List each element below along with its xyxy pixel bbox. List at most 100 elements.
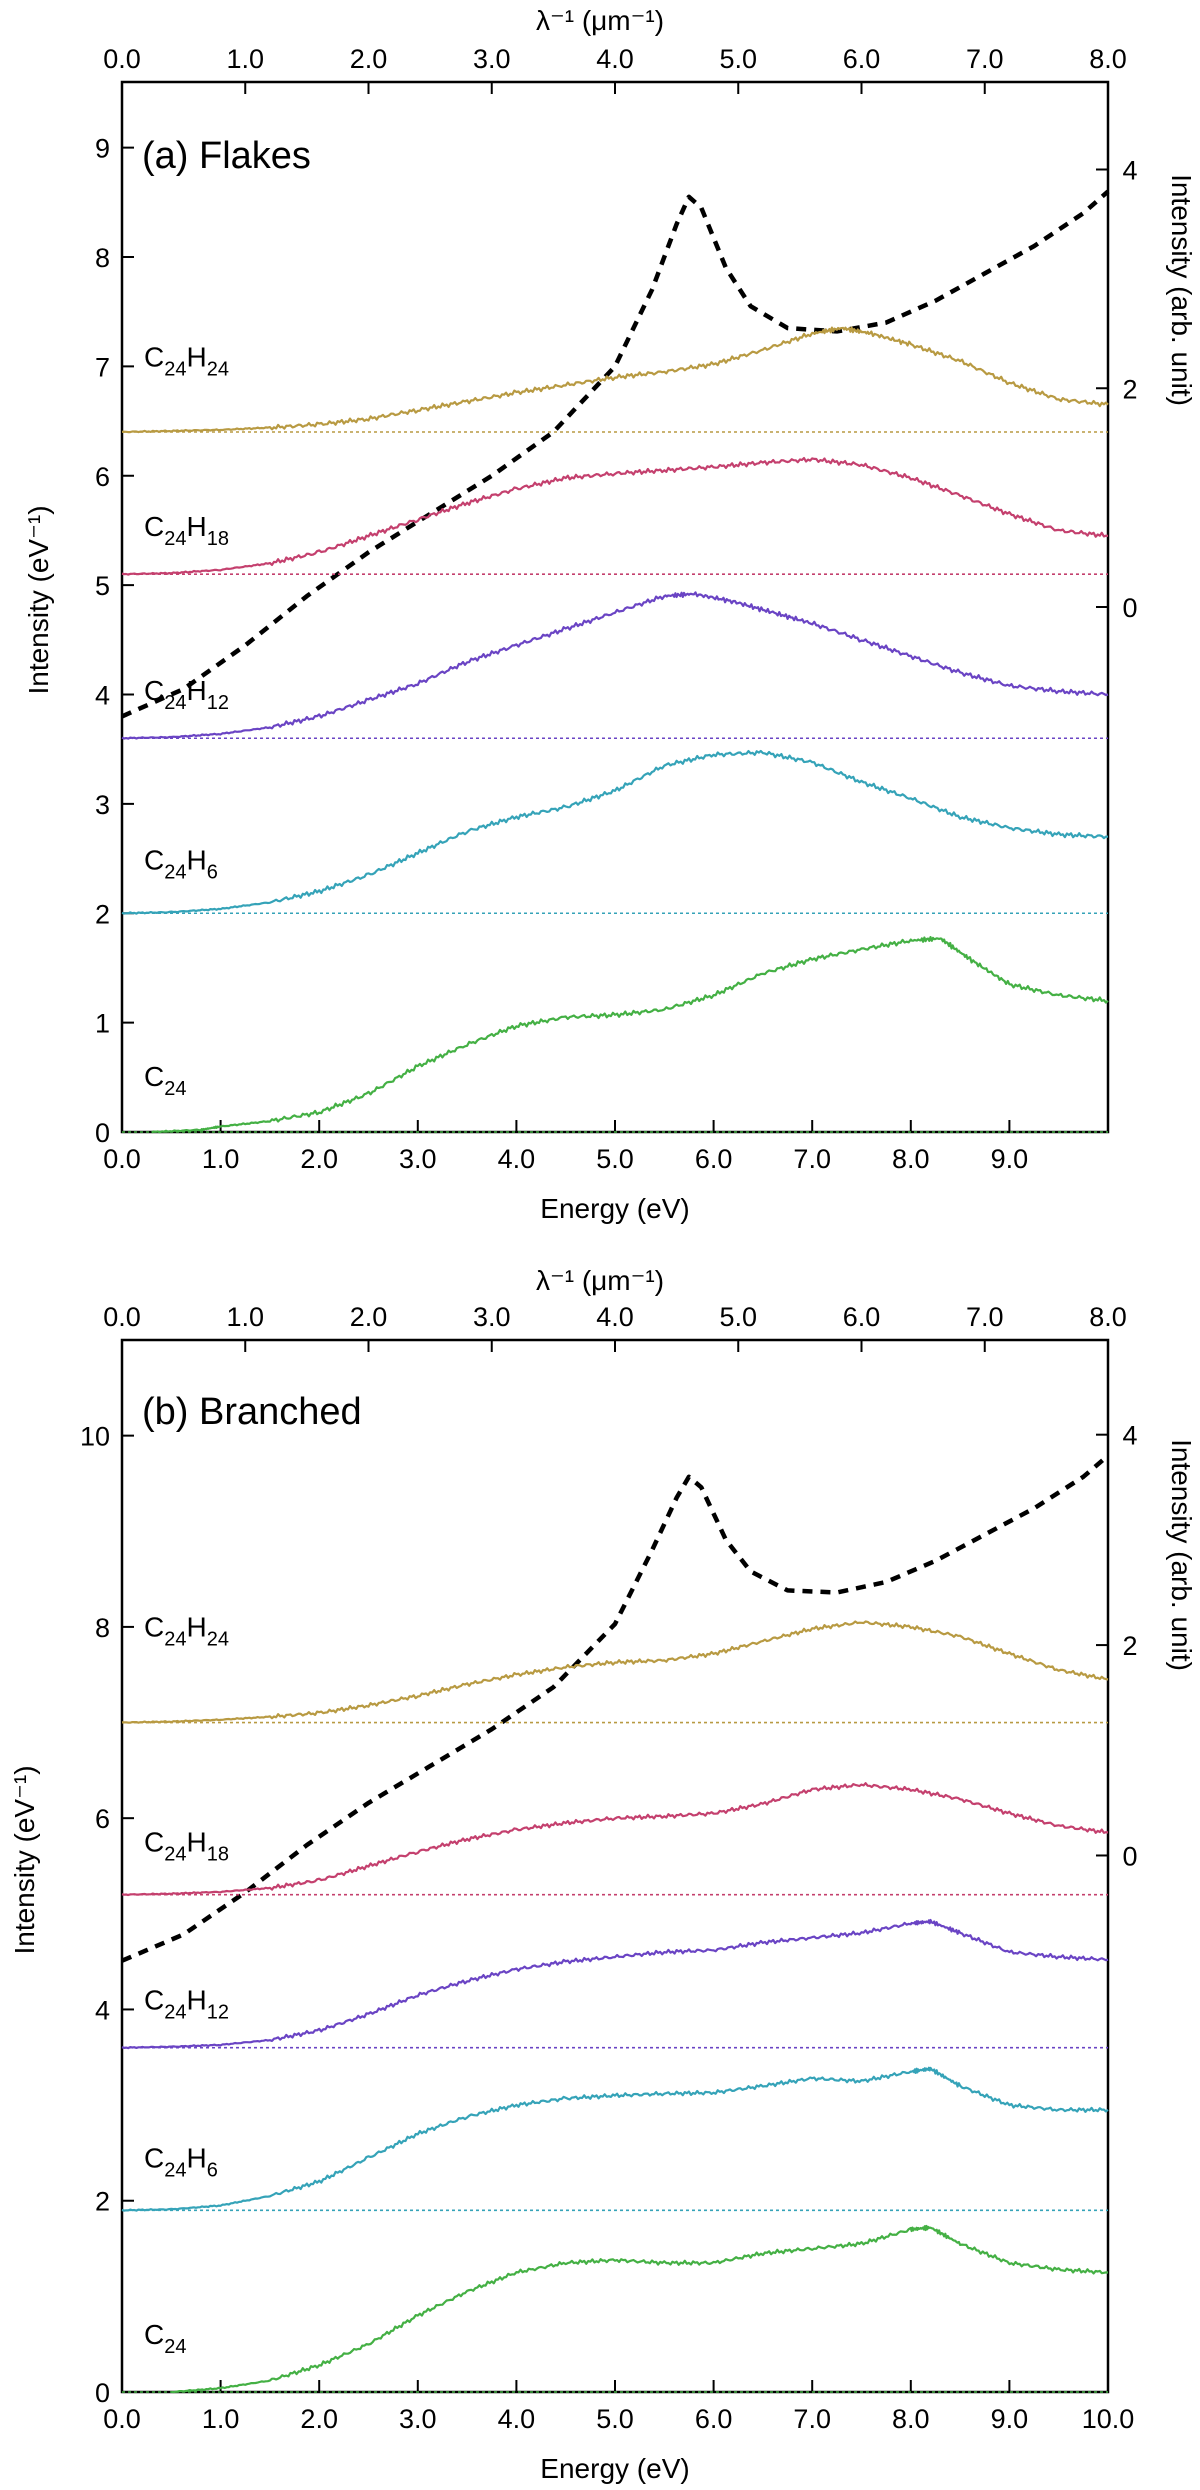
- series-line-C24: [151, 936, 1109, 1134]
- label-element: H: [186, 1984, 206, 2015]
- label-subscript: 24: [164, 2001, 186, 2023]
- x-tick-label: 1.0: [202, 2404, 240, 2434]
- x-axis-title: Energy (eV): [540, 1193, 689, 1224]
- label-element: H: [186, 1611, 206, 1642]
- series-line-C24H24: [121, 1620, 1109, 1724]
- series-group: [121, 1620, 1109, 2394]
- x-tick-label: 1.0: [202, 1144, 240, 1174]
- label-element: C: [144, 2319, 164, 2350]
- panel-title: (a) Flakes: [142, 135, 311, 177]
- series-line-C24H24: [121, 326, 1109, 434]
- x-tick-label: 2.0: [300, 1144, 338, 1174]
- y-tick-label: 10: [80, 1422, 110, 1452]
- x-tick-label: 4.0: [498, 2404, 536, 2434]
- top-tick-label: 1.0: [226, 1302, 264, 1332]
- top-tick-label: 8.0: [1089, 44, 1127, 74]
- reference-curve: [121, 189, 1110, 719]
- label-subscript: 12: [207, 2001, 229, 2023]
- top-tick-label: 0.0: [103, 1302, 141, 1332]
- label-element: C: [144, 1611, 164, 1642]
- x-tick-label: 6.0: [695, 2404, 733, 2434]
- label-subscript: 24: [164, 2336, 186, 2358]
- label-element: H: [186, 675, 206, 706]
- y-axis-title: Intensity (eV⁻¹): [23, 505, 54, 694]
- y-tick-label: 3: [95, 790, 110, 820]
- reference-curve: [121, 1453, 1110, 1963]
- top-tick-label: 1.0: [226, 44, 264, 74]
- label-subscript: 18: [207, 1844, 229, 1866]
- series-line-C24H6: [121, 2066, 1109, 2212]
- panel-flakes: 0.0 1.0 2.0 3.0 4.0 5.0 6.0 7.0 8.0 9.0 012345678…: [23, 5, 1197, 1224]
- label-element: C: [144, 845, 164, 876]
- top-tick-label: 8.0: [1089, 1302, 1127, 1332]
- y-tick-label: 2: [95, 899, 110, 929]
- x-tick-labels: 0.0 1.0 2.0 3.0 4.0 5.0 6.0 7.0 8.0 9.0: [103, 1144, 1028, 1174]
- label-element: C: [144, 2142, 164, 2173]
- top-tick-label: 7.0: [966, 44, 1004, 74]
- x-tick-label: 8.0: [892, 1144, 930, 1174]
- top-tick-label: 6.0: [843, 44, 881, 74]
- label-subscript: 18: [207, 528, 229, 550]
- y-tick-label: 0: [95, 1118, 110, 1148]
- top-tick-label: 2.0: [350, 1302, 388, 1332]
- label-element: H: [186, 1827, 206, 1858]
- y-tick-label: 4: [95, 1995, 110, 2025]
- x-tick-label: 0.0: [103, 1144, 141, 1174]
- right-tick-label: 4: [1122, 156, 1137, 186]
- right-tick-label: 4: [1122, 1421, 1137, 1451]
- top-tick-labels: 0.0 1.0 2.0 3.0 4.0 5.0 6.0 7.0 8.0: [103, 1302, 1127, 1332]
- series-label-C24H12: C24H12: [144, 675, 229, 714]
- label-element: C: [144, 341, 164, 372]
- label-subscript: 6: [207, 862, 218, 884]
- series-line-C24H6: [121, 749, 1109, 915]
- label-element: H: [186, 2142, 206, 2173]
- panel-title: (b) Branched: [142, 1391, 362, 1433]
- label-subscript: 24: [164, 528, 186, 550]
- top-tick-label: 6.0: [843, 1302, 881, 1332]
- x-tick-label: 7.0: [793, 2404, 831, 2434]
- y-tick-label: 9: [95, 134, 110, 164]
- label-subscript: 24: [164, 1844, 186, 1866]
- right-tick-label: 0: [1122, 1841, 1137, 1871]
- y-tick-labels: 0 1 2 3 4 5 6 7 8 9: [95, 134, 110, 1148]
- series-line-C24H18: [121, 457, 1109, 576]
- label-subscript: 6: [207, 2159, 218, 2181]
- series-line-C24: [171, 2224, 1109, 2394]
- series-label-C24H6: C24H6: [144, 845, 218, 884]
- top-tick-label: 5.0: [719, 44, 757, 74]
- y-tick-label: 7: [95, 352, 110, 382]
- label-subscript: 24: [164, 1078, 186, 1100]
- label-element: H: [186, 341, 206, 372]
- top-tick-label: 5.0: [719, 1302, 757, 1332]
- top-tick-label: 2.0: [350, 44, 388, 74]
- x-tick-label: 2.0: [300, 2404, 338, 2434]
- top-tick-label: 3.0: [473, 44, 511, 74]
- plot-frame: [120, 80, 1110, 1134]
- series-line-C24H12: [121, 1918, 1109, 2050]
- series-label-C24: C24: [144, 2319, 186, 2358]
- right-axis-title: Intensity (arb. unit): [1166, 1439, 1197, 1671]
- right-axis-title: Intensity (arb. unit): [1166, 174, 1197, 406]
- x-tick-label: 7.0: [793, 1144, 831, 1174]
- top-tick-label: 7.0: [966, 1302, 1004, 1332]
- x-tick-label: 5.0: [596, 1144, 634, 1174]
- y-tick-label: 5: [95, 571, 110, 601]
- label-subscript: 24: [164, 1628, 186, 1650]
- y-axis-title: Intensity (eV⁻¹): [9, 1765, 40, 1954]
- right-tick-labels: 0 2 4: [1122, 156, 1137, 624]
- label-element: H: [186, 845, 206, 876]
- label-subscript: 24: [207, 1628, 229, 1650]
- series-label-C24H18: C24H18: [144, 1827, 229, 1866]
- series-group: [121, 326, 1109, 1134]
- top-tick-labels: 0.0 1.0 2.0 3.0 4.0 5.0 6.0 7.0 8.0: [103, 44, 1127, 74]
- top-tick-label: 0.0: [103, 44, 141, 74]
- label-subscript: 12: [207, 692, 229, 714]
- right-tick-label: 0: [1122, 593, 1137, 623]
- y-tick-label: 8: [95, 1613, 110, 1643]
- x-tick-labels: 0.0 1.0 2.0 3.0 4.0 5.0 6.0 7.0 8.0 9.0 10.0: [103, 2404, 1134, 2434]
- x-tick-label: 10.0: [1082, 2404, 1135, 2434]
- tick-marks: [121, 82, 1109, 1133]
- x-tick-label: 9.0: [991, 2404, 1029, 2434]
- right-tick-label: 2: [1122, 374, 1137, 404]
